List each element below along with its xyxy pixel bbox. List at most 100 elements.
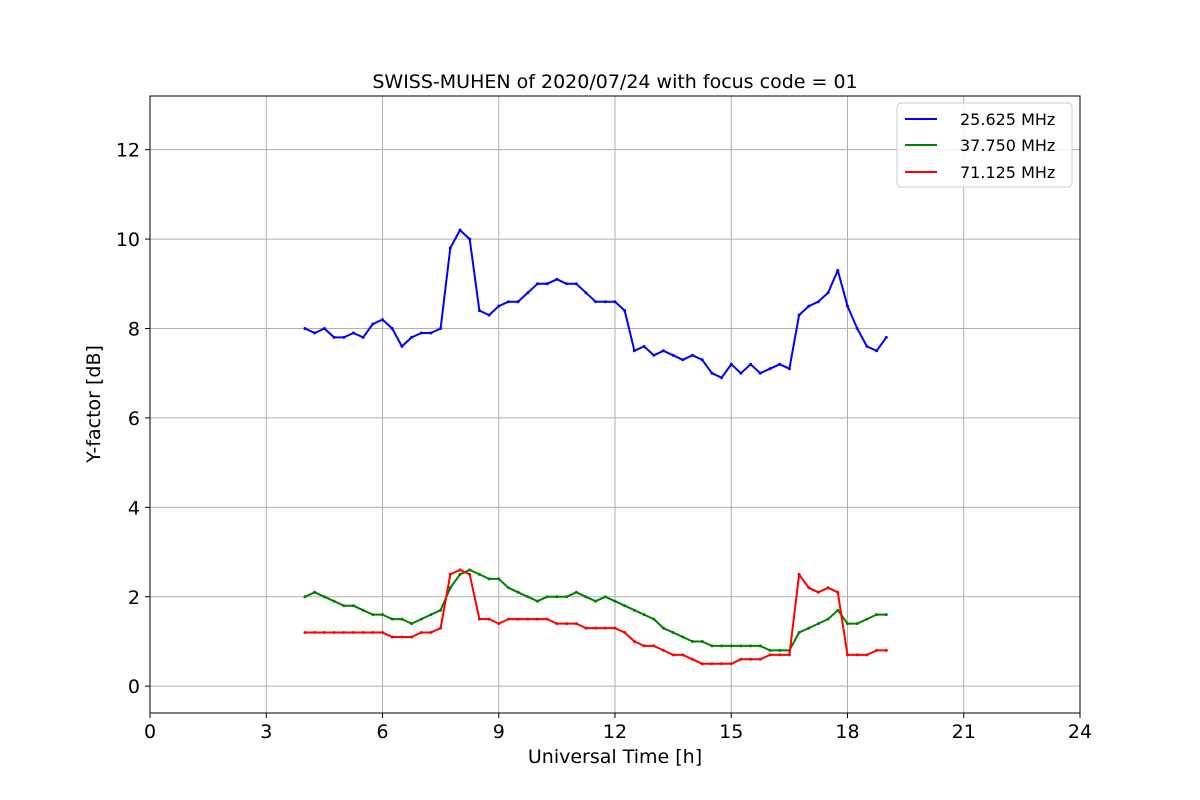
data-point-series-1 [807,304,811,308]
data-point-series-1 [574,282,578,286]
data-point-series-1 [632,349,636,353]
data-point-series-2 [768,648,772,652]
data-point-series-1 [865,344,869,348]
data-point-series-2 [720,644,724,648]
data-point-series-3 [826,586,830,590]
data-point-series-1 [429,331,433,335]
series-group [303,228,888,666]
data-point-series-3 [632,640,636,643]
data-point-series-2 [565,595,569,599]
data-point-series-2 [797,631,801,634]
data-point-series-2 [710,644,714,648]
data-point-series-3 [468,572,472,576]
data-point-series-2 [846,622,849,626]
data-point-series-1 [613,300,617,304]
data-point-series-2 [303,595,307,599]
data-point-series-1 [710,371,714,375]
data-point-series-2 [642,613,646,617]
y-tick-label: 12 [116,140,140,162]
data-point-series-2 [623,604,627,608]
data-point-series-3 [342,631,346,634]
data-point-series-2 [545,595,549,599]
data-point-series-1 [584,291,588,295]
data-point-series-2 [603,595,607,599]
data-point-series-1 [516,300,520,304]
data-point-series-3 [700,662,704,666]
data-point-series-1 [729,362,733,366]
data-point-series-2 [468,568,472,572]
data-point-series-3 [691,657,694,661]
data-point-series-3 [322,631,326,634]
data-point-series-3 [855,653,859,657]
data-point-series-2 [497,577,501,581]
data-point-series-1 [555,277,559,281]
data-point-series-1 [671,353,675,357]
data-point-series-2 [313,590,317,594]
data-point-series-2 [516,590,520,594]
data-point-series-2 [487,577,491,581]
data-point-series-2 [613,599,617,603]
data-point-series-2 [749,644,753,648]
data-point-series-3 [594,626,598,630]
data-point-series-1 [303,327,307,330]
legend-box [896,102,1073,188]
data-point-series-3 [439,626,443,630]
data-point-series-3 [555,622,559,626]
data-point-series-2 [816,622,820,626]
data-point-series-1 [787,367,791,371]
data-point-series-1 [390,327,394,330]
data-point-series-3 [303,631,307,634]
data-point-series-3 [758,657,762,661]
data-point-series-3 [313,631,317,634]
data-point-series-2 [371,613,375,617]
data-point-series-2 [322,595,326,599]
data-point-series-2 [361,608,365,612]
x-axis-ticks: 0 3 6 9 12 15 18 21 24 [144,713,1092,743]
y-axis-ticks: 0 2 4 6 8 10 12 [116,140,150,698]
data-point-series-1 [778,362,782,366]
data-point-series-2 [429,613,433,617]
data-point-series-3 [448,572,452,576]
data-point-series-3 [836,590,840,594]
data-point-series-1 [342,335,346,339]
data-point-series-3 [545,617,549,621]
data-point-series-1 [691,353,694,357]
y-axis-label: Y-factor [dB] [83,345,105,464]
data-point-series-2 [332,599,336,603]
data-point-series-1 [846,304,849,308]
data-point-series-2 [458,572,462,576]
data-point-series-3 [739,657,743,661]
data-point-series-2 [865,617,869,621]
data-point-series-3 [846,653,849,657]
y-tick-label: 8 [128,318,140,340]
data-point-series-2 [342,604,346,608]
data-point-series-3 [661,648,665,652]
data-point-series-3 [506,617,510,621]
legend-label-series-2: 37.750 MHz [960,136,1055,155]
legend-label-series-3: 71.125 MHz [960,163,1055,182]
data-point-series-3 [526,617,530,621]
data-point-series-3 [332,631,336,634]
data-point-series-3 [768,653,772,657]
y-tick-label: 2 [128,587,140,609]
data-point-series-2 [681,635,685,639]
data-point-series-3 [613,626,617,630]
data-point-series-3 [487,617,491,621]
data-point-series-2 [729,644,733,648]
data-point-series-2 [390,617,394,621]
data-point-series-1 [720,376,724,380]
x-tick-label: 21 [952,721,976,743]
data-point-series-2 [555,595,559,599]
data-point-series-2 [661,626,665,630]
data-point-series-1 [458,228,462,232]
data-point-series-3 [381,631,384,634]
x-tick-label: 6 [376,721,388,743]
data-point-series-2 [671,631,675,634]
data-point-series-1 [448,246,452,250]
data-point-series-1 [313,331,317,335]
data-point-series-2 [536,599,539,603]
data-point-series-1 [400,344,404,348]
data-point-series-2 [400,617,404,621]
data-point-series-1 [642,344,646,348]
data-point-series-2 [506,586,510,590]
